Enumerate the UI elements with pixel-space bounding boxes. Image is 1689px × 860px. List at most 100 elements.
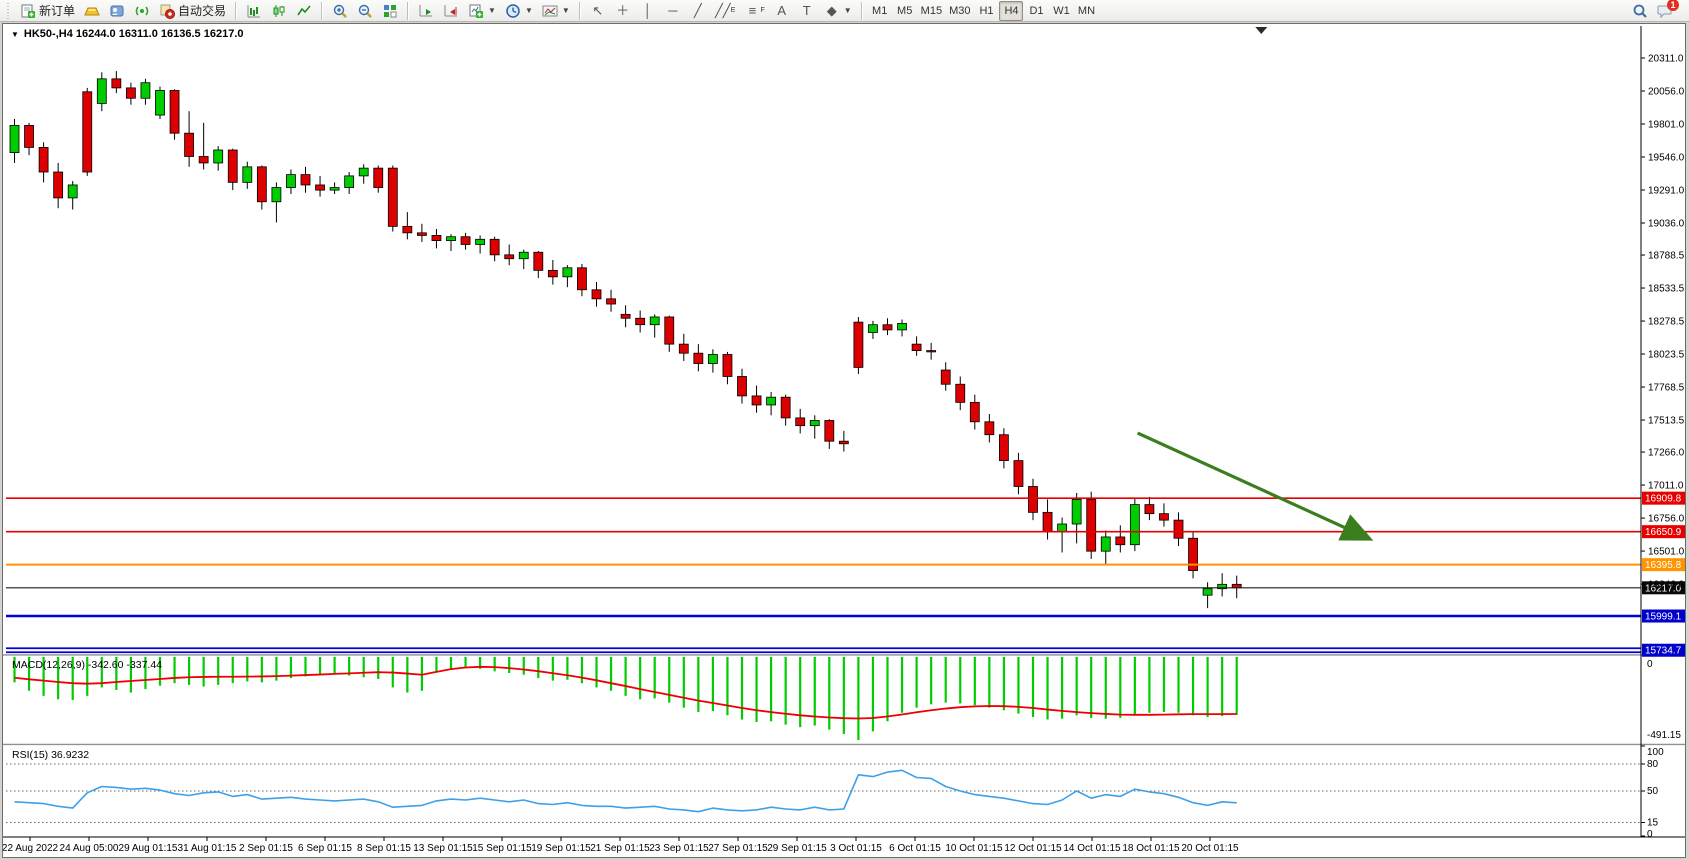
tile-windows-button[interactable] [378, 1, 402, 21]
candle [504, 244, 515, 266]
dropdown-caret-icon: ▼ [524, 6, 533, 15]
signals-button[interactable] [130, 1, 154, 21]
vertical-line-tool-button[interactable]: │ [636, 1, 660, 21]
bar-chart-type-button[interactable] [242, 1, 266, 21]
candle-body-down [38, 147, 49, 173]
text-tool-button[interactable]: A [770, 1, 794, 21]
price-tick-label: 16246.0 [1648, 580, 1685, 591]
candle-body-up [809, 420, 820, 427]
price-tick-label: 18023.5 [1648, 350, 1685, 361]
new-order-button[interactable]: 新订单 [16, 1, 79, 21]
candle-body-up [649, 316, 660, 326]
price-line-label: 16395.8 [1645, 560, 1682, 571]
text-label-tool-button[interactable]: T [795, 1, 819, 21]
candlestick-chart-type-button[interactable] [267, 1, 291, 21]
templates-dropdown[interactable]: ▼ [538, 1, 574, 21]
price-tick-label: 18278.5 [1648, 317, 1685, 328]
line-chart-type-button[interactable] [292, 1, 316, 21]
auto-scroll-button[interactable] [414, 1, 438, 21]
trendline-tool-button[interactable]: ╱ [686, 1, 710, 21]
toolbar-separator [578, 1, 581, 20]
chart-shift-marker[interactable] [1255, 27, 1268, 34]
autotrading-button[interactable]: 自动交易 [155, 1, 230, 21]
candle-body-down [169, 90, 180, 134]
timeframe-button-W1[interactable]: W1 [1049, 1, 1073, 21]
candle [300, 166, 311, 193]
candle [1217, 573, 1228, 597]
candle-body-up [1217, 583, 1228, 590]
copy-trading-button[interactable] [105, 1, 129, 21]
timeframe-button-H1[interactable]: H1 [974, 1, 998, 21]
candle [1071, 492, 1082, 544]
chart-shift-icon [443, 3, 459, 19]
time-tick-label: 6 Oct 01:15 [889, 843, 941, 854]
autotrading-icon [159, 3, 176, 19]
chart-menu-icon[interactable]: ▼ [11, 29, 19, 39]
time-tick-label: 2 Sep 01:15 [239, 843, 293, 854]
hline-15734.7[interactable]: 15734.7 [6, 643, 1685, 657]
signals-icon [134, 3, 150, 19]
horizontal-line-tool-button[interactable]: ─ [661, 1, 685, 21]
candle [678, 333, 689, 361]
candle-body-down [126, 87, 136, 99]
hline-16217.0[interactable]: 16217.0 [6, 581, 1685, 595]
hline-15999.1[interactable]: 15999.1 [6, 609, 1685, 623]
timeframe-button-M5[interactable]: M5 [893, 1, 917, 21]
timeframe-button-M1[interactable]: M1 [868, 1, 892, 21]
gold-button[interactable] [80, 1, 104, 21]
candle [169, 89, 180, 140]
timeframe-button-H4[interactable]: H4 [999, 0, 1024, 21]
timeframe-button-D1[interactable]: D1 [1024, 1, 1048, 21]
periods-dropdown[interactable]: ▼ [501, 1, 537, 21]
shapes-tool-button[interactable]: ◆ ▼ [820, 1, 856, 21]
candle [606, 289, 616, 312]
candle-body-down [1159, 513, 1169, 521]
candle-body-down [1086, 499, 1097, 552]
chat-button[interactable]: 1 [1653, 0, 1679, 21]
template-icon [542, 3, 558, 19]
candle [969, 394, 980, 430]
candle [213, 146, 224, 171]
chart-canvas[interactable]: 16909.8 16650.9 16395.8 16217.0 15999.1 15734… [3, 24, 1685, 857]
candle [286, 169, 296, 195]
candle [1042, 499, 1053, 540]
chart-shift-button[interactable] [439, 1, 463, 21]
price-tick-label: 16756.0 [1648, 514, 1685, 525]
candle-body-down [693, 352, 704, 364]
toolbar-grip[interactable] [7, 2, 12, 19]
candle-body-up [897, 323, 907, 331]
fibonacci-tool-button[interactable]: ≡ F [740, 1, 768, 21]
timeframe-button-MN[interactable]: MN [1074, 1, 1098, 21]
hline-16650.9[interactable]: 16650.9 [6, 525, 1685, 539]
candle-body-down [751, 395, 762, 406]
candle [635, 310, 646, 333]
price-tick-label: 19801.0 [1648, 120, 1685, 131]
candle [795, 408, 806, 434]
zoom-out-button[interactable] [353, 1, 377, 21]
crosshair-tool-button[interactable]: ＋ [611, 1, 635, 21]
price-line-label-box [1642, 643, 1685, 657]
candle [1202, 582, 1213, 609]
price-line-label-box [1642, 525, 1685, 539]
candle-body-down [533, 251, 544, 271]
time-tick-label: 23 Sep 01:15 [649, 843, 709, 854]
candle-body-down [926, 350, 937, 353]
candle [1129, 498, 1140, 552]
candle-body-down [256, 166, 267, 203]
hline-16395.8[interactable]: 16395.8 [6, 558, 1685, 572]
cursor-tool-button[interactable]: ↖ [586, 1, 610, 21]
equidistant-channel-tool-button[interactable]: ╱╱ E [711, 1, 740, 21]
price-line-label-box [1642, 609, 1685, 623]
timeframe-button-M15[interactable]: M15 [918, 1, 945, 21]
zoom-in-button[interactable] [328, 1, 352, 21]
candle [1159, 503, 1169, 527]
search-button[interactable] [1628, 1, 1652, 21]
hline-16909.8[interactable]: 16909.8 [6, 491, 1685, 505]
candle-body-down [227, 149, 238, 183]
candle-body-down [111, 78, 122, 89]
candle [402, 212, 413, 240]
trend-arrow[interactable] [1136, 431, 1374, 541]
timeframe-button-M30[interactable]: M30 [946, 1, 973, 21]
new-chart-dropdown[interactable]: ▼ [464, 1, 500, 21]
candle-body-down [489, 238, 500, 256]
